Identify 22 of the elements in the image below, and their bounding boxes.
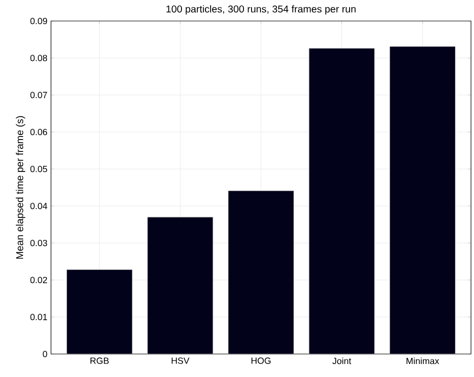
bar (66, 270, 132, 354)
y-tick-label: 0.03 (30, 240, 48, 246)
bar (228, 190, 294, 354)
y-tick-label: 0.06 (30, 128, 48, 136)
y-tick-label: 0.08 (30, 54, 48, 62)
y-tick-label: 0 (42, 350, 48, 358)
bar (309, 48, 374, 354)
bar (148, 217, 213, 354)
y-tick-label: 0.07 (30, 92, 48, 98)
y-axis-title: Mean elapsed time per frame (s) (16, 116, 26, 259)
x-tick-label: HSV (172, 358, 190, 364)
y-tick-label: 0.02 (30, 276, 48, 284)
x-tick-label: Minimax (406, 358, 440, 364)
x-tick-label: RGB (90, 358, 109, 364)
y-tick-label: 0.01 (30, 314, 48, 320)
bar (390, 46, 456, 354)
chart-title: 100 particles, 300 runs, 354 frames per run (166, 5, 356, 14)
x-tick-label: HOG (252, 358, 271, 364)
x-tick-label: Joint (332, 358, 352, 364)
y-tick-label: 0.05 (30, 166, 48, 172)
y-tick-label: 0.04 (30, 202, 48, 210)
y-tick-label: 0.09 (30, 18, 48, 24)
